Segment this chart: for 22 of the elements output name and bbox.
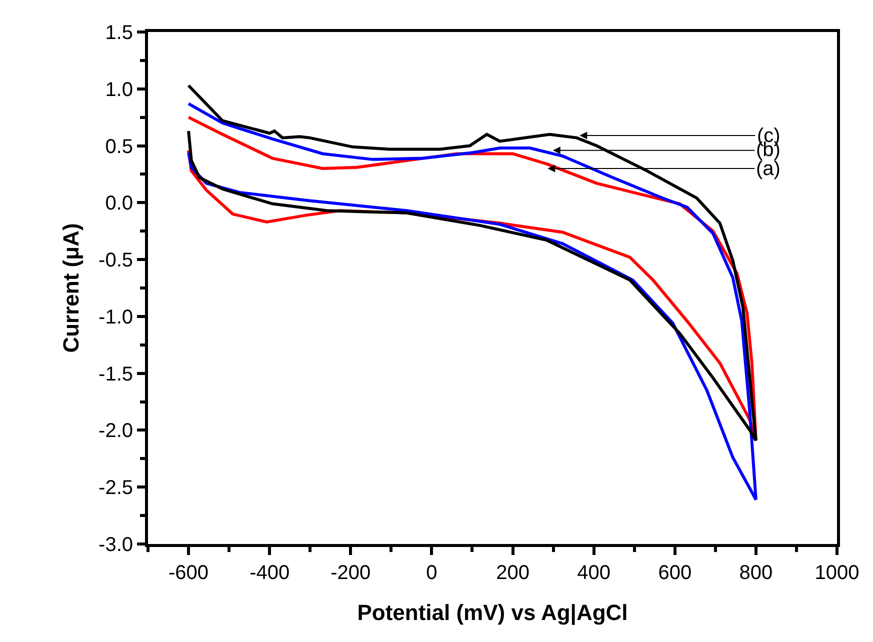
y-tick-label: -1.5	[98, 363, 133, 386]
x-tick-label: 800	[739, 562, 773, 584]
line-series	[187, 102, 758, 502]
y-tick-label: 1.0	[105, 78, 133, 101]
y-tick-label: 0.0	[105, 192, 133, 215]
x-tick-label: 200	[496, 562, 530, 584]
x-tick-label: 0	[426, 562, 438, 584]
y-tick-label: -3.0	[98, 534, 133, 556]
y-tick-label: -1.0	[98, 306, 133, 328]
x-tick-label: 600	[658, 562, 692, 584]
y-tick-label: 0.5	[105, 136, 133, 158]
y-axis-title: Current (μA)	[58, 223, 84, 353]
x-tick-label: -600	[168, 562, 209, 584]
y-tick-label: -0.5	[98, 250, 133, 272]
y-tick-label: -2.5	[98, 477, 133, 500]
x-tick-label: 400	[577, 562, 611, 584]
y-tick-label: -2.0	[98, 420, 133, 442]
x-tick-label: -200	[330, 562, 371, 584]
x-tick-label: -400	[250, 562, 290, 584]
y-tick-label: 1.5	[105, 22, 133, 44]
x-tick-label: 1000	[814, 562, 860, 584]
x-axis-title: Potential (mV) vs Ag|AgCl	[357, 600, 628, 625]
